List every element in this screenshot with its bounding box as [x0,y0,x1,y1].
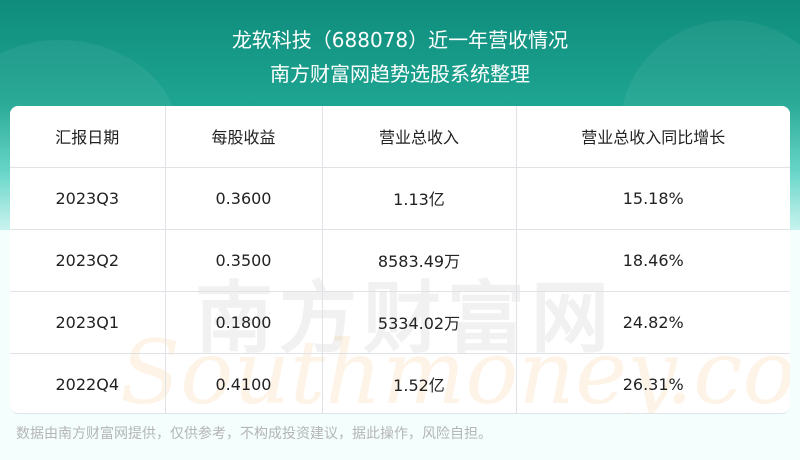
column-header: 营业总收入 [322,106,517,168]
cell-revenue: 8583.49万 [322,229,517,292]
cell-date: 2023Q1 [10,291,166,354]
cell-revenue: 1.13亿 [322,167,517,230]
cell-growth: 24.82% [516,291,790,354]
table-row: 2023Q2 0.3500 8583.49万 18.46% [10,229,790,292]
cell-eps: 0.3600 [165,167,323,230]
table-row: 2023Q1 0.1800 5334.02万 24.82% [10,291,790,354]
table-header-row: 汇报日期 每股收益 营业总收入 营业总收入同比增长 [10,106,790,168]
table-row: 2023Q3 0.3600 1.13亿 15.18% [10,167,790,230]
cell-eps: 0.3500 [165,229,323,292]
revenue-table: 汇报日期 每股收益 营业总收入 营业总收入同比增长 2023Q3 0.3600 … [10,106,790,413]
cell-eps: 0.4100 [165,353,323,413]
cell-date: 2023Q2 [10,229,166,292]
column-header: 每股收益 [165,106,323,168]
table-row: 2022Q4 0.4100 1.52亿 26.31% [10,353,790,413]
column-header: 汇报日期 [10,106,166,168]
column-header: 营业总收入同比增长 [516,106,790,168]
disclaimer: 数据由南方财富网提供，仅供参考，不构成投资建议，据此操作，风险自担。 [16,426,492,442]
cell-revenue: 1.52亿 [322,353,517,413]
page-subtitle: 南方财富网趋势选股系统整理 [270,62,530,86]
cell-revenue: 5334.02万 [322,291,517,354]
revenue-table-card: 南方财富网 Southmoney.com 汇报日期 每股收益 营业总收入 营业总… [10,106,790,414]
cell-growth: 26.31% [622,374,684,394]
cell-eps: 0.1800 [165,291,323,354]
cell-date: 2023Q3 [10,167,166,230]
cell-growth: 18.46% [516,229,790,292]
page-title: 龙软科技（688078）近一年营收情况 [231,28,569,52]
cell-date: 2022Q4 [10,353,166,413]
cell-growth: 15.18% [516,167,790,230]
